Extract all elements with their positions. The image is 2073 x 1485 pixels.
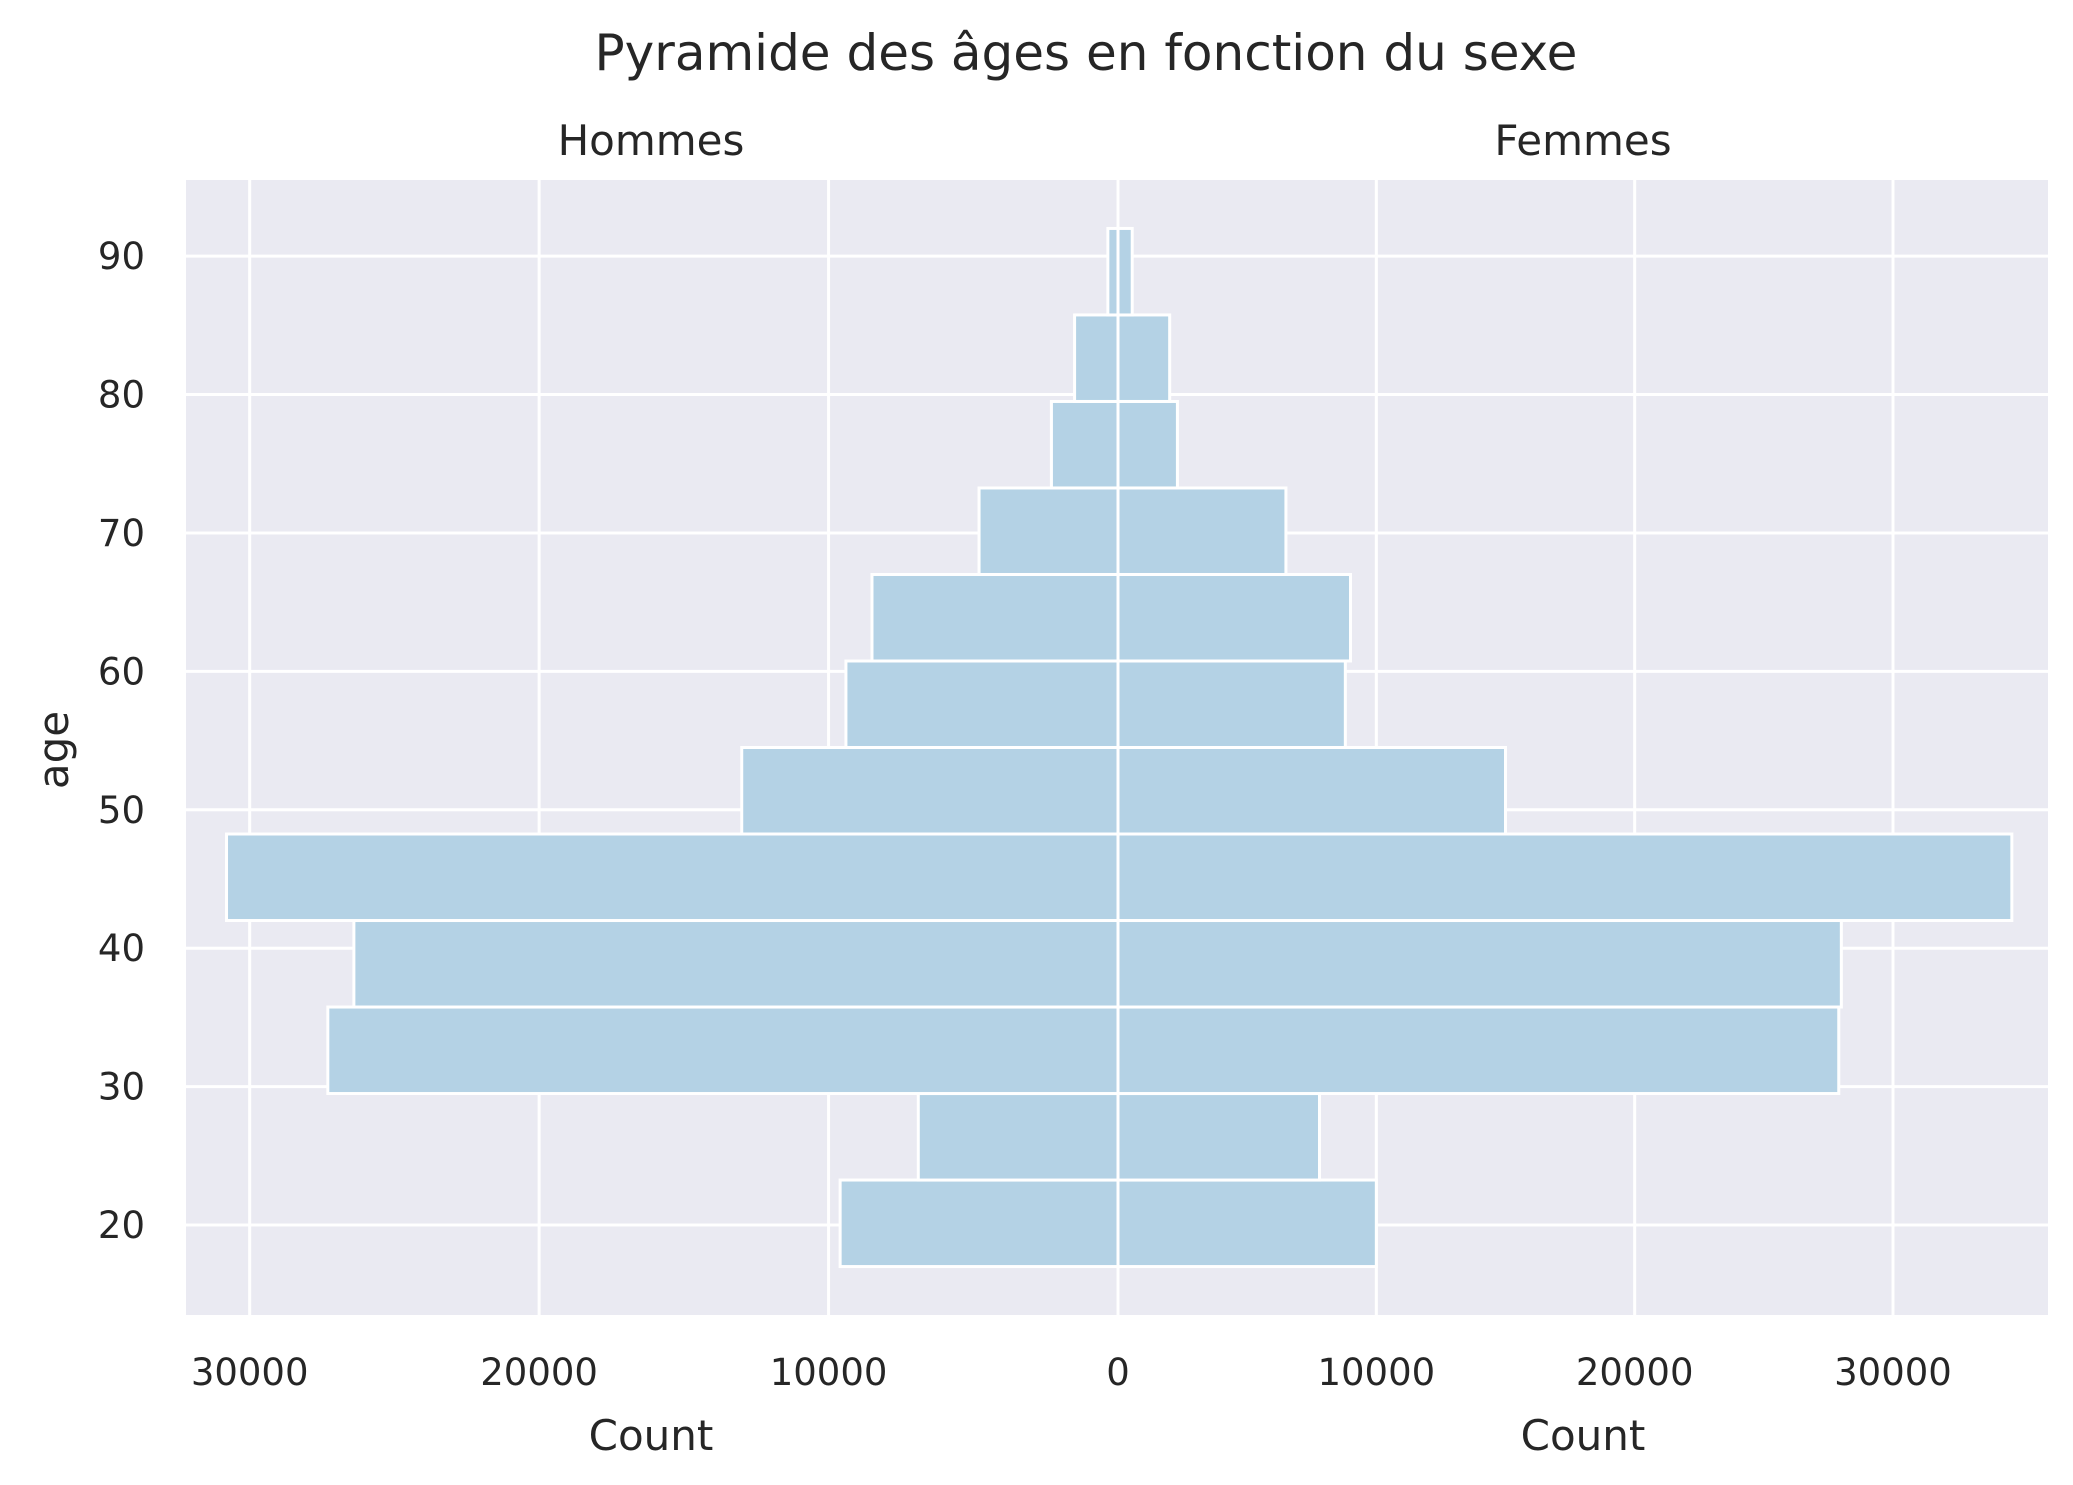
bar-hommes (838, 1178, 1120, 1269)
x-tick-label-hommes: 10000 (770, 1351, 888, 1394)
x-tick-label-femmes: 30000 (1834, 1351, 1952, 1394)
y-tick-label: 20 (98, 1204, 145, 1247)
bar-hommes (844, 659, 1120, 749)
bar-hommes (870, 572, 1120, 663)
x-axis-label-femmes: Count (1521, 1411, 1646, 1460)
bar-hommes (740, 746, 1120, 836)
bar-femmes (1116, 1092, 1321, 1182)
bar-femmes (1116, 659, 1347, 749)
bar-hommes (326, 1005, 1120, 1096)
bar-hommes (1049, 399, 1120, 490)
bar-hommes (352, 919, 1120, 1009)
bar-femmes (1116, 486, 1288, 576)
panel-title-hommes: Hommes (558, 116, 745, 165)
x-tick-label-femmes: 20000 (1576, 1351, 1694, 1394)
bar-femmes (1116, 1005, 1841, 1096)
y-tick-label: 60 (98, 650, 145, 693)
y-tick-label: 40 (98, 927, 145, 970)
x-tick-label-hommes: 30000 (191, 1351, 309, 1394)
bar-hommes (1106, 226, 1120, 317)
bars (225, 226, 2014, 1269)
x-axis-label-hommes: Count (589, 1411, 714, 1460)
bar-femmes (1116, 226, 1134, 317)
bar-femmes (1116, 919, 1843, 1009)
bar-hommes (916, 1092, 1120, 1182)
bar-femmes (1116, 746, 1507, 836)
x-tick-label-hommes: 20000 (480, 1351, 598, 1394)
y-tick-label: 50 (98, 789, 145, 832)
tick-labels: 30000 20000 10000 0 10000 20000 30000 20 30 40 50 6… (98, 235, 1952, 1394)
chart-title: Pyramide des âges en fonction du sexe (595, 24, 1578, 82)
bar-hommes (1073, 313, 1120, 403)
x-tick-label-hommes: 0 (1106, 1351, 1130, 1394)
y-tick-label: 30 (98, 1066, 145, 1109)
bar-femmes (1116, 399, 1179, 490)
bar-hommes (225, 832, 1120, 923)
y-axis-label: age (29, 711, 78, 789)
y-tick-label: 80 (98, 374, 145, 417)
y-tick-label: 90 (98, 235, 145, 278)
bar-femmes (1116, 313, 1172, 403)
bar-femmes (1116, 572, 1352, 663)
bar-femmes (1116, 1178, 1378, 1269)
x-tick-label-femmes: 10000 (1317, 1351, 1435, 1394)
panel-title-femmes: Femmes (1494, 116, 1671, 165)
bar-femmes (1116, 832, 2014, 923)
y-tick-label: 70 (98, 512, 145, 555)
bar-hommes (977, 486, 1120, 576)
